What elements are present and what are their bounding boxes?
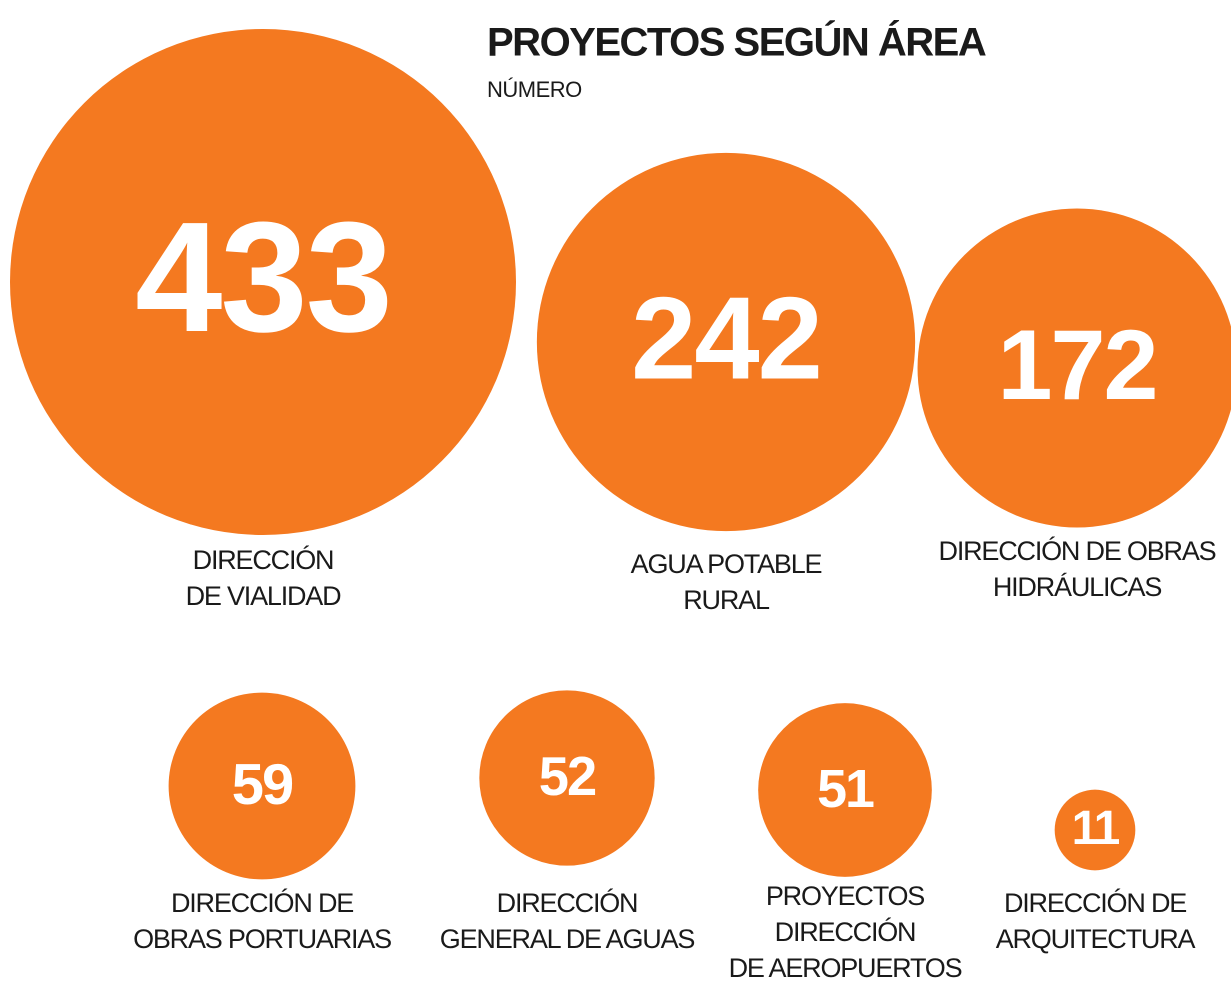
category-label: HIDRÁULICAS (993, 572, 1162, 602)
bubble (479, 690, 655, 866)
category-label: RURAL (683, 585, 770, 615)
data-label: 172 (998, 310, 1157, 420)
bubble (917, 208, 1231, 528)
bubble (536, 152, 916, 532)
category-label: DE VIALIDAD (186, 581, 342, 611)
data-label: 59 (232, 753, 293, 817)
category-label: AGUA POTABLE (631, 549, 822, 579)
chart-subtitle: NÚMERO (487, 77, 582, 102)
category-label: GENERAL DE AGUAS (440, 924, 695, 954)
data-label: 52 (539, 746, 596, 807)
category-label: DIRECCIÓN (497, 887, 638, 918)
category-label: DE AEROPUERTOS (729, 953, 962, 983)
data-label: 51 (817, 759, 874, 819)
category-label: DIRECCIÓN DE OBRAS (939, 535, 1216, 566)
category-label: DIRECCIÓN DE (1004, 887, 1186, 918)
data-label: 433 (135, 190, 391, 365)
data-label: 242 (631, 273, 821, 404)
category-label: DIRECCIÓN (193, 544, 334, 575)
category-label: ARQUITECTURA (996, 924, 1196, 954)
category-label: PROYECTOS (766, 881, 924, 911)
bubble (10, 29, 516, 535)
bubble (758, 703, 932, 877)
category-label: DIRECCIÓN DE (171, 887, 353, 918)
category-label: DIRECCIÓN (775, 916, 916, 947)
category-label: OBRAS PORTUARIAS (133, 924, 391, 954)
data-label: 11 (1072, 802, 1120, 855)
bubble (1054, 789, 1136, 871)
chart-title: PROYECTOS SEGÚN ÁREA (487, 19, 986, 65)
bubble (168, 692, 356, 880)
